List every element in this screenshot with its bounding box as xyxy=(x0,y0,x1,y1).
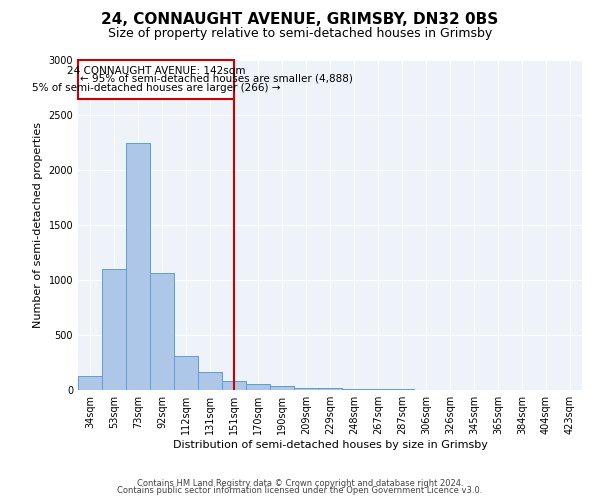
FancyBboxPatch shape xyxy=(78,60,234,98)
Bar xyxy=(342,389,366,390)
Text: 24, CONNAUGHT AVENUE, GRIMSBY, DN32 0BS: 24, CONNAUGHT AVENUE, GRIMSBY, DN32 0BS xyxy=(101,12,499,28)
Text: Contains HM Land Registry data © Crown copyright and database right 2024.: Contains HM Land Registry data © Crown c… xyxy=(137,478,463,488)
Bar xyxy=(198,372,222,390)
Bar xyxy=(222,381,246,390)
Bar xyxy=(366,389,390,390)
Bar xyxy=(294,388,318,390)
Text: ← 95% of semi-detached houses are smaller (4,888): ← 95% of semi-detached houses are smalle… xyxy=(80,73,353,83)
Bar xyxy=(246,384,270,390)
Bar xyxy=(126,142,150,390)
Bar xyxy=(174,356,198,390)
Text: Size of property relative to semi-detached houses in Grimsby: Size of property relative to semi-detach… xyxy=(108,28,492,40)
Y-axis label: Number of semi-detached properties: Number of semi-detached properties xyxy=(33,122,43,328)
Bar xyxy=(150,274,174,390)
Text: Contains public sector information licensed under the Open Government Licence v3: Contains public sector information licen… xyxy=(118,486,482,495)
Bar xyxy=(102,269,126,390)
Bar xyxy=(318,388,342,390)
Text: 5% of semi-detached houses are larger (266) →: 5% of semi-detached houses are larger (2… xyxy=(32,83,280,93)
Bar xyxy=(270,386,294,390)
Text: 24 CONNAUGHT AVENUE: 142sqm: 24 CONNAUGHT AVENUE: 142sqm xyxy=(67,66,245,76)
X-axis label: Distribution of semi-detached houses by size in Grimsby: Distribution of semi-detached houses by … xyxy=(173,440,487,450)
Bar xyxy=(78,376,102,390)
